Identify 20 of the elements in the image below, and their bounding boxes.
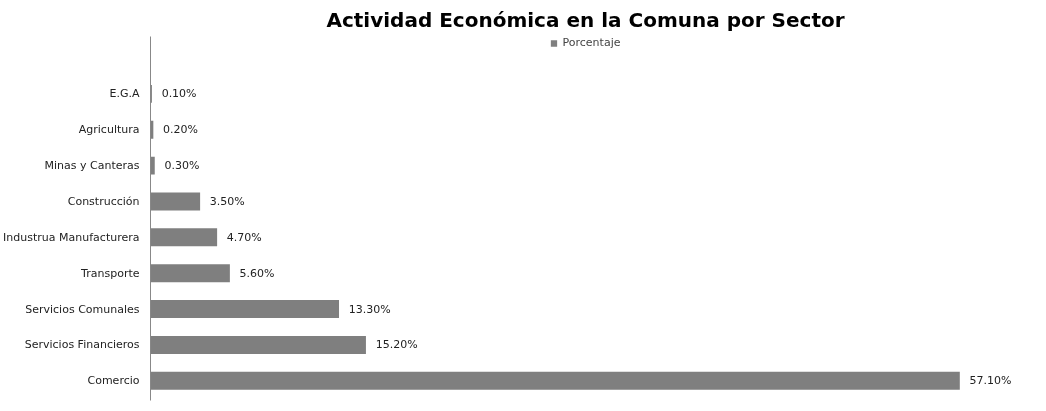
y-tick-label: E.G.A — [109, 87, 140, 101]
data-label: 57.10% — [969, 374, 1012, 388]
data-label: 0.20% — [163, 123, 198, 137]
y-tick-label: Minas y Canteras — [44, 159, 140, 173]
y-tick-label: Transporte — [80, 266, 140, 280]
chart-title: Actividad Económica en la Comuna por Sector — [326, 7, 845, 32]
y-tick-label: Agricultura — [78, 123, 140, 137]
data-label: 0.10% — [161, 87, 197, 101]
y-tick-label: Construcción — [67, 194, 140, 208]
data-label: 4.70% — [226, 230, 262, 244]
data-label: 13.30% — [348, 302, 391, 316]
legend-label: Porcentaje — [562, 36, 621, 49]
data-label: 5.60% — [239, 266, 275, 280]
data-label: 3.50% — [209, 194, 245, 208]
data-label: 0.30% — [164, 159, 200, 173]
y-tick-label: Servicios Financieros — [24, 338, 140, 352]
y-tick-label: Servicios Comunales — [25, 302, 140, 316]
y-tick-label: Comercio — [87, 374, 140, 388]
y-tick-label: Industrua Manufacturera — [3, 230, 140, 244]
data-label: 15.20% — [375, 338, 418, 352]
